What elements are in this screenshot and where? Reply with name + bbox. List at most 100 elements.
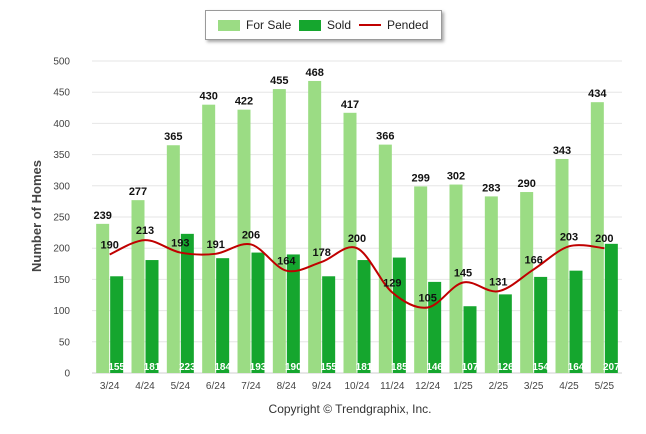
bar-for-sale	[96, 223, 110, 373]
pended-value-label: 200	[348, 233, 366, 245]
y-tick-label: 200	[53, 244, 70, 255]
bar-sold	[604, 243, 618, 373]
pended-value-label: 131	[489, 276, 507, 288]
pended-value-label: 164	[277, 256, 296, 268]
pended-value-label: 145	[454, 268, 472, 280]
copyright-text: Copyright © Trendgraphix, Inc.	[268, 402, 432, 416]
bar-sold	[428, 281, 442, 373]
legend-label-pended: Pended	[387, 18, 429, 32]
x-tick-label: 6/24	[206, 381, 226, 392]
pended-value-label: 206	[242, 229, 260, 241]
sold-value-label: 146	[426, 362, 443, 373]
bar-sold	[251, 252, 265, 373]
sold-value-label: 155	[320, 362, 337, 373]
x-tick-label: 3/24	[100, 381, 120, 392]
pended-value-label: 190	[100, 239, 118, 251]
sold-value-label: 207	[603, 362, 620, 373]
y-tick-label: 100	[53, 306, 70, 317]
pended-series-line	[109, 239, 605, 309]
y-tick-label: 500	[53, 57, 70, 68]
sold-swatch-icon	[299, 19, 321, 31]
x-tick-label: 12/24	[415, 381, 440, 392]
sold-value-label: 190	[285, 362, 302, 373]
for-sale-value-label: 343	[553, 145, 571, 157]
bar-for-sale	[520, 192, 534, 373]
y-tick-label: 50	[59, 337, 71, 348]
bar-for-sale	[272, 89, 286, 373]
sold-value-label: 126	[497, 362, 514, 373]
pended-line	[109, 239, 605, 309]
bar-for-sale	[308, 80, 322, 373]
bar-for-sale	[555, 158, 569, 373]
bar-sold	[569, 270, 583, 373]
x-tick-label: 4/25	[559, 381, 579, 392]
sold-value-label: 184	[214, 362, 231, 373]
bar-sold	[145, 260, 159, 373]
bar-for-sale	[202, 104, 216, 374]
pended-line-icon	[359, 24, 381, 26]
bar-for-sale	[484, 196, 498, 373]
bar-for-sale	[378, 144, 392, 373]
pended-value-label: 105	[418, 292, 436, 304]
bar-sold	[110, 276, 124, 373]
y-tick-label: 350	[53, 150, 70, 161]
for-sale-value-label: 434	[588, 88, 607, 100]
for-sale-value-label: 468	[305, 67, 323, 79]
for-sale-value-label: 366	[376, 131, 394, 143]
x-tick-label: 10/24	[344, 381, 369, 392]
pended-value-label: 193	[171, 238, 189, 250]
for-sale-value-label: 277	[129, 186, 147, 198]
data-labels: 239 155 277 181 365 223 430 184 422 193 455 190 468 1…	[93, 67, 620, 373]
x-tick-label: 5/25	[595, 381, 615, 392]
pended-value-label: 178	[312, 247, 330, 259]
sold-value-label: 107	[462, 362, 479, 373]
pended-value-label: 213	[136, 225, 154, 237]
x-tick-label: 9/24	[312, 381, 332, 392]
bars	[96, 80, 618, 374]
bar-sold	[216, 258, 230, 373]
sold-value-label: 223	[179, 362, 196, 373]
pended-value-label: 129	[383, 278, 401, 290]
sold-value-label: 185	[391, 362, 408, 373]
bar-sold	[286, 254, 300, 373]
for-sale-value-label: 239	[93, 210, 111, 222]
legend-item-pended: Pended	[359, 11, 428, 39]
bar-for-sale	[590, 102, 604, 374]
for-sale-value-label: 422	[235, 96, 253, 108]
x-tick-label: 3/25	[524, 381, 544, 392]
x-tick-label: 1/25	[453, 381, 473, 392]
y-tick-label: 150	[53, 275, 70, 286]
bar-sold	[322, 276, 336, 373]
y-axis-ticks: 0 50 100 150 200 250 300 350 400 450 500	[53, 57, 70, 380]
x-tick-label: 5/24	[171, 381, 191, 392]
x-axis-ticks: 3/24 4/24 5/24 6/24 7/24 8/24 9/24 10/24 11/24 12…	[100, 381, 615, 392]
bar-for-sale	[343, 112, 357, 374]
y-tick-label: 0	[64, 369, 70, 380]
y-axis-title: Number of Homes	[29, 160, 44, 272]
legend-item-sold: Sold	[299, 11, 351, 39]
for-sale-swatch-icon	[218, 19, 240, 31]
x-tick-label: 8/24	[277, 381, 297, 392]
y-tick-label: 450	[53, 88, 70, 99]
sold-value-label: 181	[144, 362, 161, 373]
bar-for-sale	[237, 109, 251, 373]
for-sale-value-label: 430	[199, 91, 217, 103]
x-tick-label: 4/24	[135, 381, 155, 392]
bar-sold	[357, 260, 371, 373]
for-sale-value-label: 299	[411, 172, 429, 184]
x-tick-label: 7/24	[241, 381, 261, 392]
legend: For Sale Sold Pended	[205, 10, 442, 40]
bar-sold	[180, 233, 194, 373]
for-sale-value-label: 302	[447, 171, 465, 183]
sold-value-label: 164	[568, 362, 585, 373]
legend-item-for-sale: For Sale	[218, 11, 291, 39]
bar-sold	[534, 276, 548, 373]
sold-value-label: 181	[356, 362, 373, 373]
pended-value-label: 203	[560, 231, 578, 243]
bar-sold	[463, 306, 477, 373]
for-sale-value-label: 455	[270, 75, 288, 87]
x-tick-label: 2/25	[489, 381, 509, 392]
bar-for-sale	[449, 184, 463, 373]
for-sale-value-label: 283	[482, 182, 500, 194]
